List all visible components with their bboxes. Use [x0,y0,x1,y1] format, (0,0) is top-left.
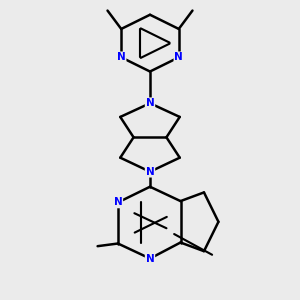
Text: N: N [117,52,126,62]
Text: N: N [146,254,154,263]
Text: N: N [114,197,122,207]
Text: N: N [146,167,154,177]
Text: N: N [146,98,154,108]
Text: N: N [174,52,183,62]
